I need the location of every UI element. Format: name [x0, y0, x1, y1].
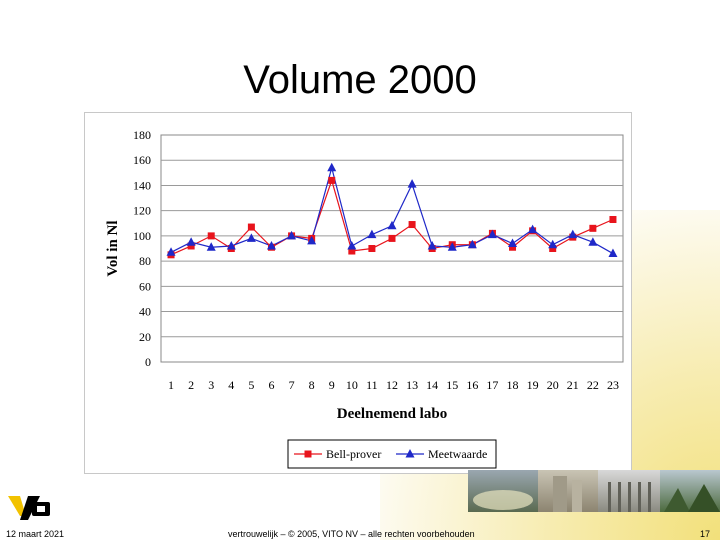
- x-tick-label: 5: [248, 378, 254, 392]
- data-point-meetwaarde: [186, 237, 196, 246]
- y-tick-label: 160: [133, 153, 151, 167]
- data-point-bell-prover: [509, 243, 517, 251]
- y-tick-label: 140: [133, 178, 151, 192]
- data-point-meetwaarde: [206, 242, 216, 251]
- data-point-meetwaarde: [528, 224, 538, 234]
- data-point-bell-prover: [304, 450, 312, 458]
- footer-copyright: vertrouwelijk – © 2005, VITO NV – alle r…: [228, 529, 475, 539]
- data-point-bell-prover: [247, 223, 255, 231]
- x-tick-label: 1: [168, 378, 174, 392]
- slide-title: Volume 2000: [243, 58, 477, 102]
- data-point-meetwaarde: [405, 449, 415, 458]
- data-point-meetwaarde: [508, 238, 518, 247]
- x-tick-label: 23: [607, 378, 619, 392]
- data-point-bell-prover: [187, 242, 195, 250]
- x-tick-label: 4: [228, 378, 234, 392]
- footer-date: 12 maart 2021: [6, 529, 65, 539]
- x-tick-label: 3: [208, 378, 214, 392]
- x-tick-label: 13: [406, 378, 418, 392]
- x-tick-label: 12: [386, 378, 398, 392]
- data-point-meetwaarde: [347, 240, 357, 250]
- x-tick-label: 18: [507, 378, 519, 392]
- data-point-meetwaarde: [588, 237, 598, 246]
- data-point-bell-prover: [348, 247, 356, 255]
- y-tick-label: 120: [133, 204, 151, 218]
- data-point-meetwaarde: [467, 239, 477, 249]
- x-tick-label: 6: [268, 378, 274, 392]
- data-point-meetwaarde: [287, 230, 297, 240]
- data-point-bell-prover: [207, 232, 215, 240]
- x-tick-label: 8: [309, 378, 315, 392]
- page-number: 17: [700, 529, 711, 539]
- data-point-meetwaarde: [447, 242, 457, 251]
- data-point-meetwaarde: [568, 229, 578, 239]
- data-point-meetwaarde: [548, 239, 558, 249]
- data-point-meetwaarde: [367, 229, 377, 239]
- x-tick-label: 10: [346, 378, 358, 392]
- y-tick-label: 60: [139, 279, 151, 293]
- y-tick-label: 40: [139, 305, 151, 319]
- plot-area: [160, 134, 624, 363]
- data-point-meetwaarde: [266, 240, 276, 250]
- y-tick-label: 0: [145, 355, 151, 369]
- data-point-meetwaarde: [427, 240, 437, 250]
- data-point-bell-prover: [549, 245, 557, 252]
- x-tick-label: 9: [329, 378, 335, 392]
- data-point-meetwaarde: [166, 247, 176, 256]
- data-point-bell-prover: [408, 221, 416, 229]
- vito-logo: [6, 492, 54, 526]
- x-tick-label: 19: [527, 378, 539, 392]
- y-tick-label: 180: [133, 128, 151, 142]
- x-tick-label: 20: [547, 378, 559, 392]
- data-point-bell-prover: [388, 234, 396, 242]
- data-point-bell-prover: [328, 176, 336, 184]
- data-point-meetwaarde: [608, 248, 618, 258]
- data-point-bell-prover: [589, 224, 597, 232]
- y-tick-label: 100: [133, 229, 151, 243]
- x-tick-label: 14: [426, 378, 438, 392]
- legend-label: Meetwaarde: [428, 447, 487, 461]
- photo-strip-image: [468, 470, 720, 512]
- x-tick-label: 2: [188, 378, 194, 392]
- data-point-meetwaarde: [307, 235, 317, 245]
- data-point-meetwaarde: [327, 162, 337, 172]
- data-point-meetwaarde: [487, 229, 497, 239]
- data-point-meetwaarde: [387, 220, 397, 230]
- data-point-meetwaarde: [226, 240, 236, 250]
- data-point-meetwaarde: [246, 233, 256, 242]
- photo-strip: [468, 470, 720, 512]
- x-tick-label: 22: [587, 378, 599, 392]
- data-point-meetwaarde: [407, 179, 417, 188]
- x-axis-label: Deelnemend labo: [337, 406, 447, 422]
- y-tick-label: 80: [139, 254, 151, 268]
- data-point-bell-prover: [609, 215, 617, 223]
- chart-frame: 0 20 40 60 80 100 120 140 160 180 1 2 3 4 5 6 7 8 9 10 11 12 1…: [84, 112, 632, 474]
- x-tick-label: 17: [486, 378, 498, 392]
- x-tick-label: 11: [366, 378, 378, 392]
- data-point-bell-prover: [368, 245, 376, 252]
- x-tick-label: 15: [446, 378, 458, 392]
- y-axis-label: Vol in Nl: [105, 220, 121, 276]
- y-tick-label: 20: [139, 330, 151, 344]
- x-tick-label: 7: [289, 378, 295, 392]
- legend-label: Bell-prover: [326, 447, 381, 461]
- x-tick-label: 16: [466, 378, 478, 392]
- legend-box: [287, 439, 497, 469]
- x-tick-label: 21: [567, 378, 579, 392]
